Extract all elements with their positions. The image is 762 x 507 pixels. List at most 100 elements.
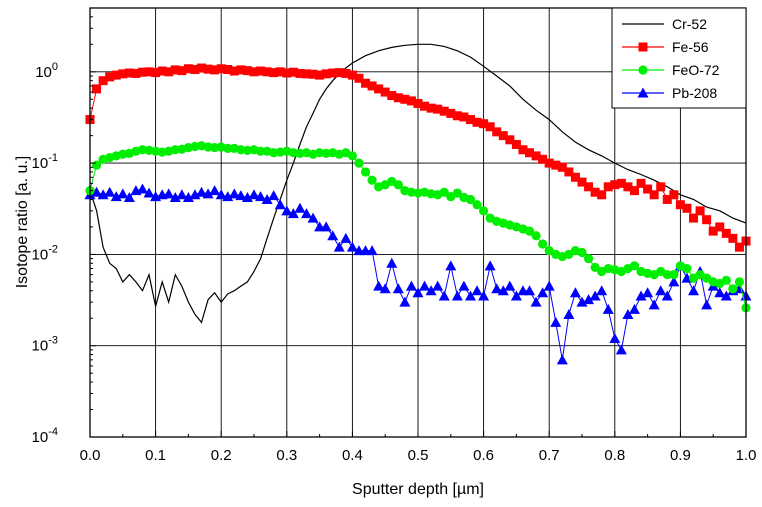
data-point-pb-208 bbox=[478, 290, 490, 301]
data-point-pb-208 bbox=[346, 241, 358, 252]
data-point-fe-56 bbox=[374, 84, 384, 94]
legend-marker-fe-56 bbox=[638, 42, 648, 52]
data-point-fe-56 bbox=[531, 151, 541, 161]
data-point-fe-56 bbox=[636, 178, 646, 188]
data-point-pb-208 bbox=[425, 285, 437, 296]
data-point-pb-208 bbox=[281, 205, 293, 216]
data-point-fe-56 bbox=[177, 66, 187, 76]
data-point-pb-208 bbox=[91, 186, 103, 197]
data-point-feo-72 bbox=[479, 206, 489, 216]
legend-label-fe-56: Fe-56 bbox=[672, 39, 709, 55]
data-point-fe-56 bbox=[603, 182, 613, 192]
data-point-pb-208 bbox=[182, 192, 194, 203]
data-point-fe-56 bbox=[413, 98, 423, 108]
x-tick-label: 0.4 bbox=[342, 447, 363, 464]
data-point-pb-208 bbox=[274, 199, 286, 210]
data-point-pb-208 bbox=[661, 290, 673, 301]
data-point-pb-208 bbox=[228, 188, 240, 199]
x-tick-label: 1.0 bbox=[736, 447, 757, 464]
data-point-fe-56 bbox=[623, 182, 633, 192]
data-point-pb-208 bbox=[438, 290, 450, 301]
data-point-pb-208 bbox=[602, 303, 614, 314]
data-point-fe-56 bbox=[695, 206, 705, 216]
y-axis-label: Isotope ratio [a. u.] bbox=[14, 156, 31, 289]
data-point-pb-208 bbox=[714, 287, 726, 298]
y-tick-label: 10-4 bbox=[32, 426, 58, 446]
data-point-fe-56 bbox=[662, 194, 672, 204]
data-point-fe-56 bbox=[616, 178, 626, 188]
data-point-pb-208 bbox=[550, 316, 562, 327]
data-point-fe-56 bbox=[426, 103, 436, 113]
data-point-fe-56 bbox=[151, 68, 161, 78]
data-point-pb-208 bbox=[609, 332, 621, 343]
data-point-fe-56 bbox=[361, 78, 371, 88]
data-point-fe-56 bbox=[111, 70, 121, 80]
data-point-pb-208 bbox=[97, 189, 109, 200]
data-point-feo-72 bbox=[629, 261, 640, 271]
data-point-pb-208 bbox=[373, 280, 385, 291]
data-point-pb-208 bbox=[405, 280, 417, 291]
data-point-feo-72 bbox=[669, 270, 679, 280]
data-point-fe-56 bbox=[315, 70, 325, 80]
data-point-pb-208 bbox=[136, 183, 148, 194]
data-point-pb-208 bbox=[412, 287, 424, 298]
data-point-fe-56 bbox=[157, 66, 167, 76]
data-point-pb-208 bbox=[464, 290, 476, 301]
data-point-feo-72 bbox=[728, 284, 738, 294]
data-point-feo-72 bbox=[439, 187, 449, 197]
data-point-fe-56 bbox=[164, 67, 174, 77]
legend-marker-feo-72 bbox=[638, 65, 648, 75]
data-point-pb-208 bbox=[445, 260, 457, 271]
data-point-fe-56 bbox=[597, 190, 607, 200]
x-tick-label: 0.9 bbox=[670, 447, 691, 464]
data-point-fe-56 bbox=[505, 135, 515, 145]
data-point-pb-208 bbox=[537, 287, 549, 298]
data-point-fe-56 bbox=[459, 112, 469, 122]
data-point-fe-56 bbox=[137, 67, 147, 77]
legend-label-feo-72: FeO-72 bbox=[672, 62, 720, 78]
x-tick-label: 0.7 bbox=[539, 447, 560, 464]
data-point-pb-208 bbox=[668, 276, 680, 287]
data-point-fe-56 bbox=[682, 203, 692, 213]
data-point-fe-56 bbox=[538, 154, 548, 164]
data-point-fe-56 bbox=[465, 115, 475, 125]
data-point-pb-208 bbox=[615, 344, 627, 355]
data-point-fe-56 bbox=[479, 119, 489, 129]
data-point-feo-72 bbox=[734, 277, 745, 287]
data-point-pb-208 bbox=[622, 308, 634, 319]
data-point-pb-208 bbox=[163, 188, 175, 199]
data-point-feo-72 bbox=[347, 151, 357, 161]
data-point-pb-208 bbox=[379, 283, 391, 294]
series-fe-56 bbox=[85, 63, 751, 252]
x-tick-label: 0.3 bbox=[276, 447, 297, 464]
data-point-fe-56 bbox=[492, 127, 502, 137]
data-point-pb-208 bbox=[635, 290, 647, 301]
data-point-fe-56 bbox=[393, 93, 403, 103]
data-point-fe-56 bbox=[472, 117, 482, 127]
data-point-fe-56 bbox=[269, 68, 279, 78]
x-tick-label: 0.2 bbox=[211, 447, 232, 464]
data-point-fe-56 bbox=[715, 222, 725, 232]
series-line-cr-52 bbox=[89, 43, 747, 324]
data-point-pb-208 bbox=[569, 287, 581, 298]
x-tick-label: 0.1 bbox=[145, 447, 166, 464]
legend-box bbox=[611, 7, 747, 109]
data-point-fe-56 bbox=[564, 167, 574, 177]
data-point-pb-208 bbox=[104, 186, 116, 197]
data-point-fe-56 bbox=[229, 66, 239, 76]
data-point-pb-208 bbox=[419, 280, 431, 291]
data-point-fe-56 bbox=[590, 187, 600, 197]
data-point-fe-56 bbox=[183, 64, 193, 74]
data-point-fe-56 bbox=[262, 67, 272, 77]
data-point-feo-72 bbox=[662, 270, 672, 280]
data-point-pb-208 bbox=[300, 208, 312, 219]
data-point-fe-56 bbox=[170, 65, 180, 75]
data-point-fe-56 bbox=[256, 66, 266, 76]
data-point-fe-56 bbox=[275, 67, 285, 77]
data-point-pb-208 bbox=[648, 299, 660, 310]
data-point-fe-56 bbox=[197, 63, 207, 73]
data-point-fe-56 bbox=[105, 72, 115, 82]
data-point-pb-208 bbox=[530, 296, 542, 307]
data-point-pb-208 bbox=[327, 230, 339, 241]
data-point-pb-208 bbox=[287, 208, 299, 219]
